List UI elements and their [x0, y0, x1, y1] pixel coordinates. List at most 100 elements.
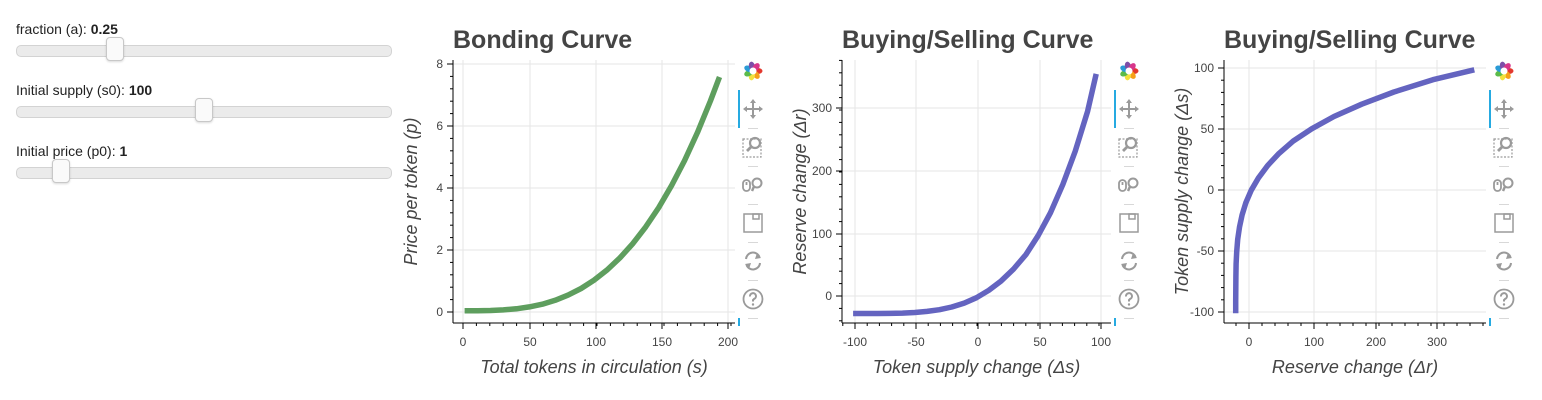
toolbar-separator: [1124, 166, 1134, 167]
y-axis-label: Price per token (p): [401, 117, 421, 265]
bokeh-logo-icon: [1114, 56, 1144, 86]
toolbar-separator: [1499, 242, 1509, 243]
reset-icon[interactable]: [1114, 246, 1144, 276]
series-line: [464, 76, 723, 314]
toolbar-separator: [1499, 318, 1509, 319]
toolbar-separator: [1124, 280, 1134, 281]
help-icon[interactable]: [1114, 284, 1144, 314]
box-zoom-icon[interactable]: [1489, 132, 1519, 162]
y-tick-label: -50: [1197, 244, 1215, 258]
y-tick-label: 100: [1194, 61, 1214, 75]
toolbar-separator: [1499, 166, 1509, 167]
chart-title: Buying/Selling Curve: [842, 26, 1094, 54]
box-zoom-icon[interactable]: [738, 132, 768, 162]
x-tick-label: -100: [843, 335, 867, 349]
active-tool-indicator: [1114, 90, 1116, 128]
help-icon[interactable]: [1489, 284, 1519, 314]
toolbar-separator: [1124, 128, 1134, 129]
toolbar-separator: [748, 204, 758, 205]
series-line: [853, 73, 1099, 317]
x-tick-label: 50: [523, 335, 537, 349]
toolbar-separator: [1499, 280, 1509, 281]
toolbar-separator: [1124, 242, 1134, 243]
slider-value: 0.25: [90, 21, 118, 37]
slider-label: fraction (a): 0.25: [16, 20, 392, 38]
x-tick-label: 0: [1246, 335, 1253, 349]
save-icon[interactable]: [1114, 208, 1144, 238]
active-tool-indicator: [1489, 90, 1491, 128]
bokeh-logo-icon: [738, 56, 768, 86]
x-axis-label: Token supply change (Δs): [873, 357, 1081, 377]
slider-label: Initial supply (s0): 100: [16, 81, 392, 99]
chart-title: Buying/Selling Curve: [1224, 26, 1476, 54]
plot-toolbar: [1489, 56, 1519, 326]
x-tick-label: 200: [718, 335, 738, 349]
active-tool-indicator: [738, 90, 740, 128]
toolbar-separator: [748, 242, 758, 243]
slider-title: Initial price (p0):: [16, 143, 120, 159]
box-zoom-icon[interactable]: [1114, 132, 1144, 162]
toolbar-separator: [1124, 318, 1134, 319]
x-tick-label: 100: [1304, 335, 1324, 349]
help-icon[interactable]: [738, 284, 768, 314]
chart-2: -100 -50 0 50 100 0 100 200 300 Buying/Selling Cu…: [790, 26, 1111, 377]
y-axis-label: Token supply change (Δs): [1172, 88, 1192, 296]
slider-widget: Initial supply (s0): 100: [16, 81, 392, 125]
toolbar-separator: [1499, 204, 1509, 205]
y-tick-label: 100: [812, 227, 832, 241]
y-tick-label: 200: [812, 164, 832, 178]
slider-handle[interactable]: [105, 37, 124, 61]
x-tick-label: 100: [1091, 335, 1111, 349]
toolbar-separator: [748, 318, 758, 319]
slider-track[interactable]: [16, 167, 392, 179]
toolbar-separator: [1124, 204, 1134, 205]
reset-icon[interactable]: [1489, 246, 1519, 276]
x-tick-label: 150: [652, 335, 672, 349]
reset-icon[interactable]: [738, 246, 768, 276]
active-tool-indicator: [1489, 318, 1491, 326]
series-line: [1232, 67, 1475, 314]
pan-icon[interactable]: [1114, 94, 1144, 124]
slider-widget: fraction (a): 0.25: [16, 20, 392, 64]
x-tick-label: 0: [460, 335, 467, 349]
x-axis-label: Total tokens in circulation (s): [480, 357, 707, 377]
y-tick-label: 0: [1207, 183, 1214, 197]
plot-toolbar: [738, 56, 768, 326]
chart-3: 0 100 200 300 -100 -50 0 50 100 Buying/Selling Cu…: [1172, 26, 1486, 377]
active-tool-indicator: [1114, 318, 1116, 326]
x-tick-label: 200: [1366, 335, 1386, 349]
slider-label: Initial price (p0): 1: [16, 142, 392, 160]
slider-handle[interactable]: [51, 159, 70, 183]
slider-widget: Initial price (p0): 1: [16, 142, 392, 186]
x-tick-label: 0: [975, 335, 982, 349]
slider-handle[interactable]: [195, 98, 213, 122]
wheel-zoom-icon[interactable]: [738, 170, 768, 200]
active-tool-indicator: [738, 318, 740, 326]
slider-value: 100: [128, 82, 153, 98]
save-icon[interactable]: [738, 208, 768, 238]
toolbar-separator: [1499, 128, 1509, 129]
chart-1: 0 50 100 150 200 0 2 4 6 8 Bonding Curve Total toke…: [401, 26, 738, 377]
y-tick-label: 300: [812, 101, 832, 115]
chart-title: Bonding Curve: [453, 26, 632, 54]
y-axis-label: Reserve change (Δr): [790, 108, 810, 274]
bokeh-logo-icon: [1489, 56, 1519, 86]
wheel-zoom-icon[interactable]: [1114, 170, 1144, 200]
y-tick-label: 8: [436, 57, 443, 71]
slider-value: 1: [119, 143, 128, 159]
save-icon[interactable]: [1489, 208, 1519, 238]
y-tick-label: 4: [436, 181, 443, 195]
y-tick-label: -100: [1190, 305, 1214, 319]
x-axis-label: Reserve change (Δr): [1272, 357, 1438, 377]
pan-icon[interactable]: [738, 94, 768, 124]
toolbar-separator: [748, 128, 758, 129]
wheel-zoom-icon[interactable]: [1489, 170, 1519, 200]
toolbar-separator: [748, 166, 758, 167]
slider-title: fraction (a):: [16, 21, 91, 37]
y-tick-label: 50: [1201, 122, 1215, 136]
y-tick-label: 0: [436, 305, 443, 319]
y-tick-label: 0: [825, 289, 832, 303]
pan-icon[interactable]: [1489, 94, 1519, 124]
x-tick-label: 50: [1033, 335, 1047, 349]
